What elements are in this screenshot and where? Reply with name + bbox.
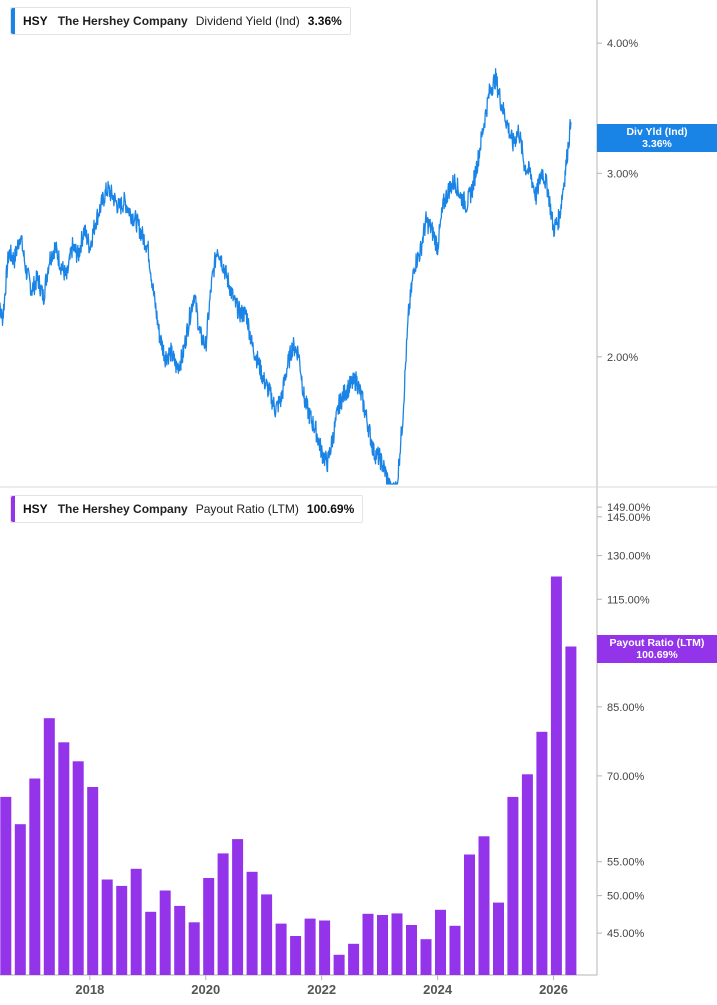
payout-bar <box>377 915 388 975</box>
payout-bar <box>87 787 99 975</box>
payout-bar <box>348 943 360 975</box>
y-tick-label: 130.00% <box>607 551 651 563</box>
y-tick-label: 55.00% <box>607 857 645 869</box>
payout-bar <box>0 796 12 975</box>
payout-bar <box>116 885 128 975</box>
payout-bar <box>232 839 244 975</box>
legend-metric: Dividend Yield (Ind) <box>195 14 300 28</box>
x-tick-label: 2024 <box>423 982 453 997</box>
y-tick-label: 45.00% <box>607 928 645 940</box>
payout-bar <box>362 913 374 975</box>
payout-bar <box>550 576 562 975</box>
payout-bar <box>159 890 171 975</box>
legend-color-swatch <box>11 496 15 522</box>
legend-color-swatch <box>11 8 15 34</box>
y-tick-label: 70.00% <box>607 771 645 783</box>
payout-bar <box>478 836 490 975</box>
x-tick-label: 2020 <box>191 982 220 997</box>
tag-label: Payout Ratio (LTM) <box>609 637 705 649</box>
payout-bar <box>203 878 215 975</box>
payout-bar <box>521 774 533 975</box>
payout-bar <box>217 853 229 975</box>
y-tick-label: 149.00% <box>607 502 651 514</box>
payout-bar <box>333 954 345 975</box>
payout-bar <box>391 913 403 975</box>
y-tick-label: 50.00% <box>607 891 645 903</box>
tag-value: 3.36% <box>642 138 672 150</box>
payout-bar <box>507 796 519 975</box>
payout-bar <box>449 925 461 975</box>
payout-bar <box>58 742 70 975</box>
legend-value: 100.69% <box>306 502 355 516</box>
y-tick-label: 145.00% <box>607 512 651 524</box>
payout-bar <box>43 718 55 975</box>
current-yield-tag: Div Yld (Ind) 3.36% <box>597 124 717 152</box>
legend-value: 3.36% <box>307 14 342 28</box>
payout-bar <box>29 778 41 975</box>
payout-bar <box>420 939 432 975</box>
tag-label: Div Yld (Ind) <box>626 126 688 138</box>
legend-metric: Payout Ratio (LTM) <box>195 502 299 516</box>
y-tick-label: 3.00% <box>607 168 638 180</box>
y-tick-label: 115.00% <box>607 594 650 606</box>
x-tick-label: 2018 <box>75 982 104 997</box>
payout-bar <box>261 894 273 975</box>
payout-bar <box>565 646 577 975</box>
x-tick-label: 2026 <box>539 982 568 997</box>
payout-bar <box>304 918 316 975</box>
legend-ticker: HSY <box>23 14 48 28</box>
y-tick-label: 85.00% <box>607 702 645 714</box>
payout-bar <box>188 922 200 975</box>
payout-bar <box>14 824 26 975</box>
tag-value: 100.69% <box>636 649 678 661</box>
payout-bar <box>290 936 302 975</box>
payout-bar <box>101 879 113 975</box>
payout-bar <box>493 902 504 975</box>
payout-bar <box>246 871 258 975</box>
payout-bar <box>130 868 142 975</box>
payout-bar <box>145 911 157 975</box>
legend-dividend-yield[interactable]: HSY The Hershey Company Dividend Yield (… <box>10 7 351 35</box>
legend-company: The Hershey Company <box>57 502 188 516</box>
payout-bar <box>536 731 548 975</box>
legend-payout-ratio[interactable]: HSY The Hershey Company Payout Ratio (LT… <box>10 495 364 523</box>
x-tick-label: 2022 <box>307 982 336 997</box>
payout-bar <box>72 761 84 975</box>
current-payout-tag: Payout Ratio (LTM) 100.69% <box>597 635 717 663</box>
payout-bar <box>319 920 331 975</box>
payout-bar <box>464 854 475 975</box>
y-tick-label: 4.00% <box>607 38 638 50</box>
payout-bar <box>435 909 446 975</box>
legend-ticker: HSY <box>23 502 48 516</box>
legend-company: The Hershey Company <box>57 14 188 28</box>
dividend-yield-line <box>0 68 572 485</box>
payout-bar <box>174 905 186 975</box>
payout-bar <box>406 925 417 975</box>
payout-bar <box>275 923 287 975</box>
y-tick-label: 2.00% <box>607 352 638 364</box>
